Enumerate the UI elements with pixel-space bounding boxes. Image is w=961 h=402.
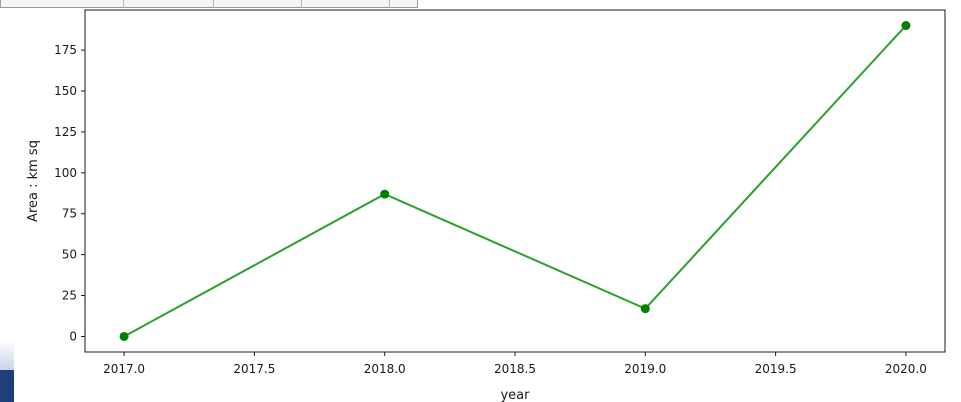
y-tick-label: 25 bbox=[62, 289, 77, 303]
x-tick-label: 2017.5 bbox=[233, 362, 275, 376]
y-tick-label: 50 bbox=[62, 248, 77, 262]
series-group bbox=[119, 21, 911, 341]
x-tick-label: 2017.0 bbox=[103, 362, 145, 376]
data-point bbox=[380, 189, 390, 199]
data-point bbox=[119, 331, 129, 341]
y-tick-label: 150 bbox=[54, 84, 77, 98]
y-axis-label: Area : km sq bbox=[26, 140, 41, 222]
x-tick-label: 2018.0 bbox=[364, 362, 406, 376]
y-tick-label: 75 bbox=[62, 207, 77, 221]
x-tick-label: 2019.0 bbox=[624, 362, 666, 376]
x-axis-ticks: 2017.0 2017.5 2018.0 2018.5 2019.0 2019.5 2020… bbox=[103, 352, 927, 376]
corner-fade bbox=[0, 340, 14, 370]
y-tick-label: 125 bbox=[54, 125, 77, 139]
plot-frame bbox=[84, 9, 946, 353]
series-line bbox=[123, 24, 907, 338]
y-axis-ticks: 0 25 50 75 100 125 150 175 bbox=[54, 43, 85, 343]
data-point bbox=[640, 304, 650, 314]
data-point bbox=[901, 21, 911, 31]
x-tick-label: 2020.0 bbox=[885, 362, 927, 376]
y-tick-label: 100 bbox=[54, 166, 77, 180]
x-axis-label: year bbox=[500, 388, 530, 402]
window-strip bbox=[0, 0, 418, 8]
corner-block bbox=[0, 370, 14, 402]
y-tick-label: 0 bbox=[69, 329, 77, 343]
x-tick-label: 2018.5 bbox=[494, 362, 536, 376]
x-tick-label: 2019.5 bbox=[755, 362, 797, 376]
y-tick-label: 175 bbox=[54, 43, 77, 57]
